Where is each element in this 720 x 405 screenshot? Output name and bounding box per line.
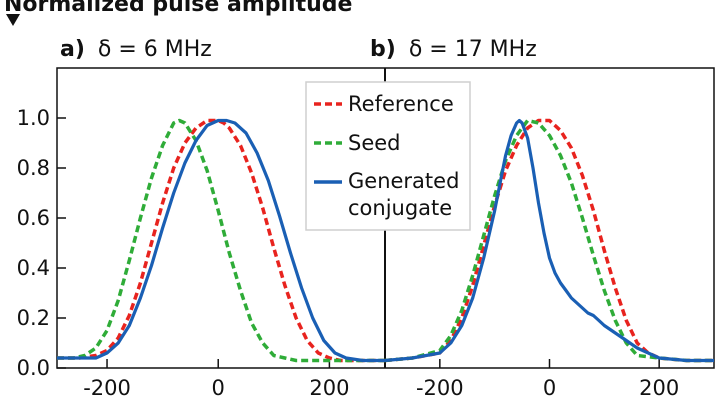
panel-a-label: a): [60, 37, 85, 62]
panel-b-detuning: δ = 17 MHz: [409, 37, 537, 62]
y-tick-label: 0.8: [17, 156, 50, 180]
y-tick-label: 0.4: [17, 256, 50, 280]
panel-b: -200 0 200: [384, 118, 714, 400]
panel-b-series-reference: [384, 118, 714, 363]
panel-a-x-tick-label: -200: [83, 376, 131, 400]
panel-b-title: b) δ = 17 MHz: [370, 37, 537, 62]
y-axis: 0.0 0.2 0.4 0.6 0.8 1.0: [17, 106, 66, 380]
panel-a-detuning: δ = 6 MHz: [98, 37, 212, 62]
legend-label-reference: Reference: [348, 92, 454, 116]
y-axis-label: Normalized pulse amplitude: [4, 0, 352, 17]
y-axis-arrow-icon: [6, 14, 20, 26]
legend-label-seed: Seed: [348, 131, 401, 155]
panel-b-x-tick-label: -200: [416, 376, 464, 400]
y-tick-label: 0.6: [17, 206, 50, 230]
panel-a-x-tick-label: 200: [309, 376, 349, 400]
legend-label-generated: Generated: [348, 169, 459, 193]
panel-b-series-generated-conjugate: [384, 118, 714, 363]
panel-b-series-seed: [384, 118, 714, 363]
panel-a-series-generated-conjugate: [57, 118, 385, 363]
panel-a-x-tick-label: 0: [212, 376, 225, 400]
panel-a: -200 0 200: [57, 118, 385, 400]
y-tick-label: 0.2: [17, 306, 50, 330]
panel-a-title: a) δ = 6 MHz: [60, 37, 212, 62]
y-tick-label: 1.0: [17, 106, 50, 130]
panel-b-x-tick-label: 200: [639, 376, 679, 400]
legend: Reference Seed Generated conjugate: [305, 81, 471, 231]
panel-b-label: b): [370, 37, 396, 62]
y-tick-label: 0.0: [17, 356, 50, 380]
legend-box: [305, 81, 471, 231]
panel-b-x-tick-label: 0: [543, 376, 556, 400]
legend-label-conjugate: conjugate: [348, 196, 452, 220]
